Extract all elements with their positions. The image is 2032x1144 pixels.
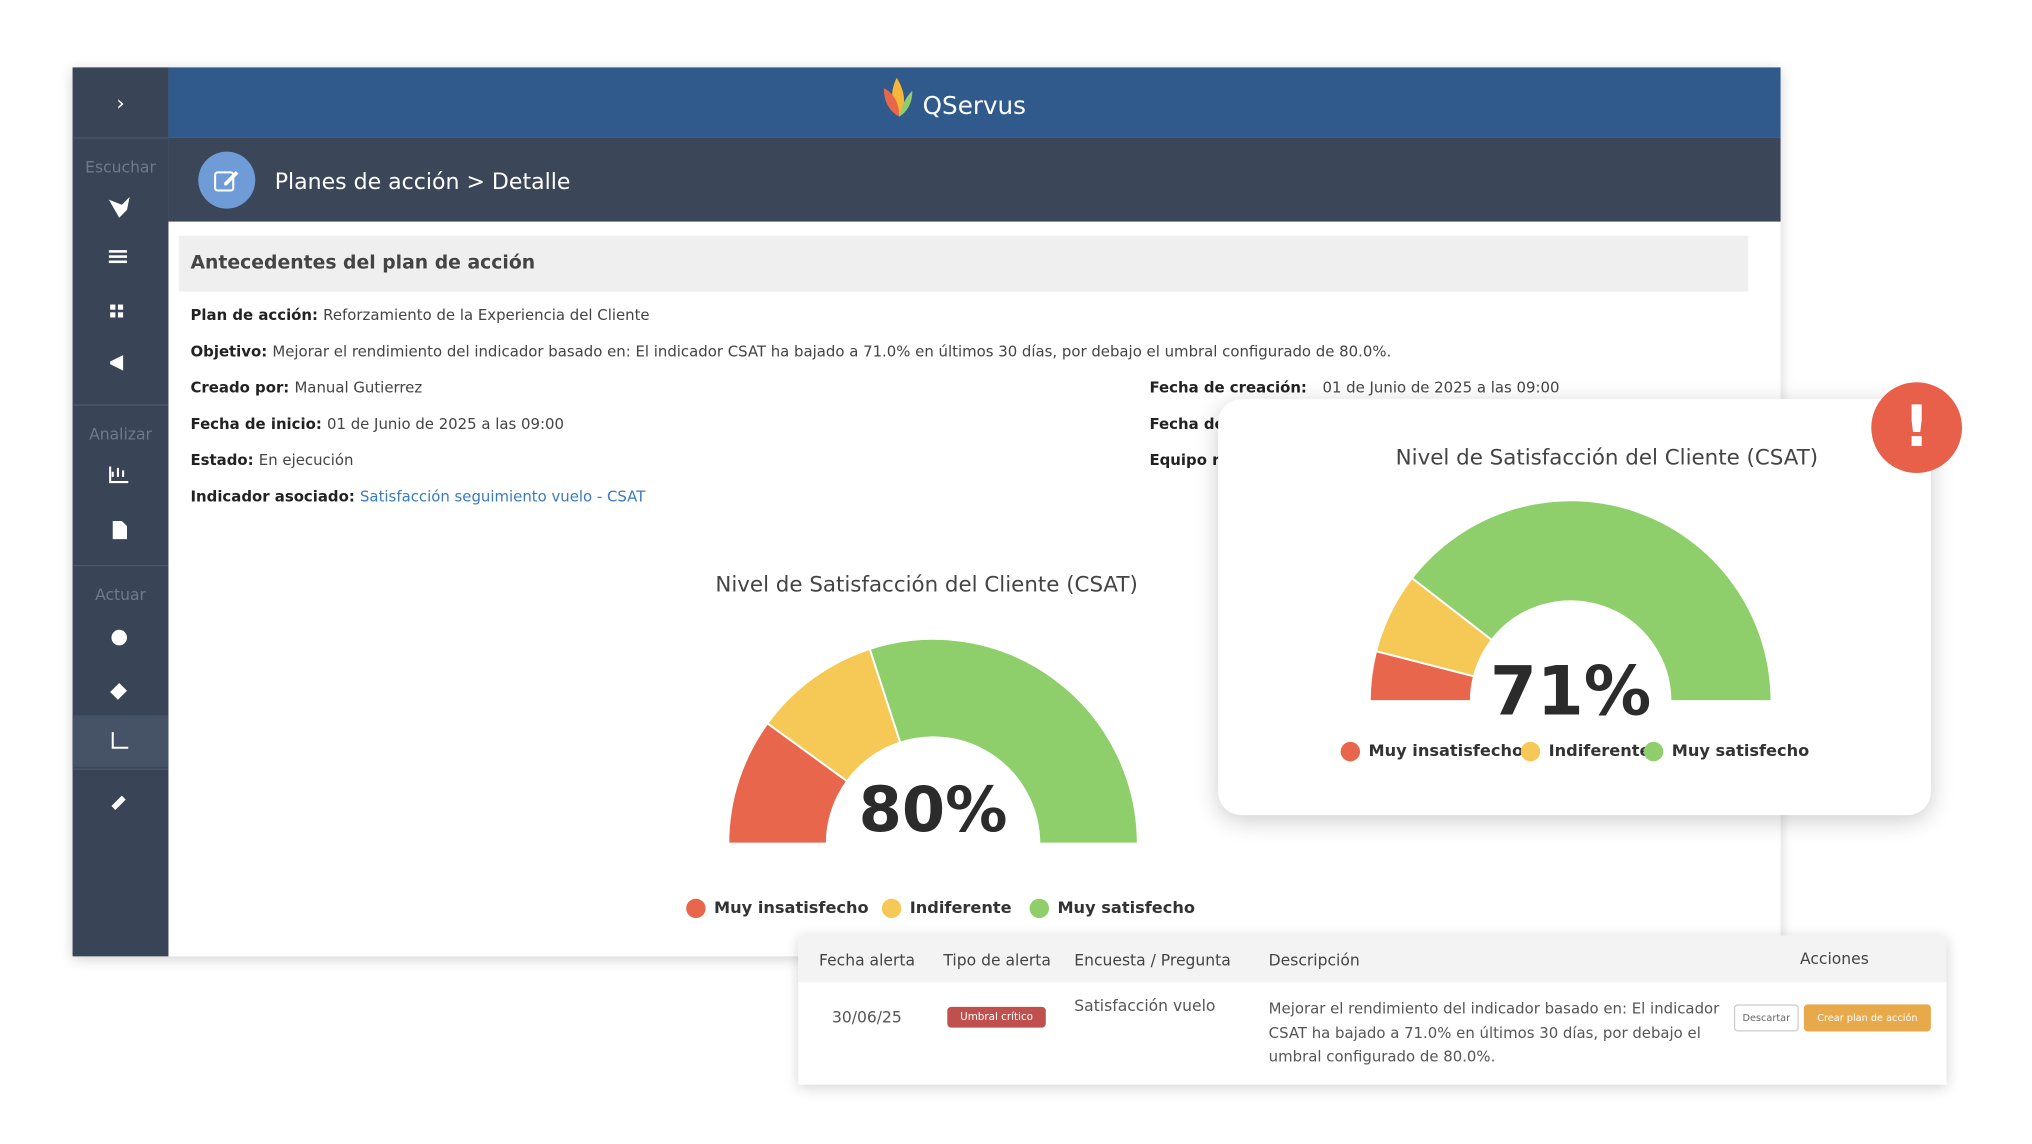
detail-field: Equipo r bbox=[1149, 451, 1235, 469]
field-label: Equipo r bbox=[1149, 450, 1220, 470]
icon[interactable] bbox=[111, 732, 129, 749]
separator bbox=[72, 565, 169, 567]
alert-type-badge: Umbral crítico bbox=[947, 1006, 1046, 1028]
cell: 30/06/25 bbox=[831, 1008, 902, 1027]
icon[interactable] bbox=[110, 682, 127, 700]
legend-dot bbox=[686, 898, 706, 919]
field-label: Estado: bbox=[190, 450, 254, 470]
section-label: Escuchar bbox=[85, 158, 156, 177]
legend-dot bbox=[1029, 898, 1050, 919]
section-title: Antecedentes del plan de acción bbox=[190, 252, 536, 274]
gauge-chart: Nivel de Satisfacción del Cliente (CSAT)… bbox=[1340, 446, 1818, 762]
column-header: Descripción bbox=[1268, 951, 1360, 970]
cell: Satisfacción vuelo bbox=[1074, 996, 1216, 1015]
legend-dot bbox=[1520, 741, 1541, 762]
field-value: 01 de Junio de 2025 a las 09:00 bbox=[326, 414, 564, 433]
section-label: Actuar bbox=[95, 585, 146, 604]
icon[interactable] bbox=[111, 795, 126, 810]
legend-dot bbox=[881, 898, 902, 919]
column-header: Fecha alerta bbox=[819, 951, 915, 970]
table-header bbox=[798, 935, 1947, 983]
detail-field: Fecha de bbox=[1149, 415, 1240, 433]
legend-label: Indiferente bbox=[1549, 741, 1651, 760]
breadcrumb: Planes de acción > Detalle bbox=[274, 169, 571, 196]
chart-title: Nivel de Satisfacción del Cliente (CSAT) bbox=[715, 573, 1137, 598]
legend-dot bbox=[1643, 741, 1664, 762]
icon[interactable] bbox=[108, 196, 130, 218]
field-value: Manual Gutierrez bbox=[294, 378, 423, 397]
create-plan-button[interactable]: Crear plan de acción bbox=[1803, 1004, 1931, 1032]
edit-icon bbox=[214, 171, 239, 192]
icon[interactable] bbox=[112, 520, 127, 540]
sidebar-icons bbox=[108, 196, 130, 810]
detail-field: Plan de acción: Reforzamiento de la Exper… bbox=[190, 306, 649, 324]
column-header: Acciones bbox=[1800, 949, 1869, 969]
cell: Mejorar el rendimiento del indicador bas… bbox=[1268, 999, 1720, 1066]
separator bbox=[72, 404, 169, 406]
legend-label: Indiferente bbox=[910, 898, 1012, 917]
legend-label: Muy insatisfecho bbox=[1368, 741, 1523, 760]
detail-field: Estado: En ejecución bbox=[190, 451, 353, 469]
alert-badge: ! bbox=[1871, 382, 1962, 474]
section-header bbox=[178, 235, 1749, 292]
detail-field: Fecha de inicio: 01 de Junio de 2025 a la… bbox=[190, 415, 563, 433]
section-label: Analizar bbox=[89, 425, 152, 444]
field-label: Fecha de creación: bbox=[1149, 378, 1307, 397]
icon[interactable] bbox=[110, 355, 124, 371]
icon[interactable] bbox=[109, 466, 129, 484]
field-label: Objetivo: bbox=[190, 342, 268, 361]
separator bbox=[72, 768, 169, 770]
separator bbox=[72, 137, 169, 139]
icon[interactable] bbox=[110, 304, 116, 310]
field-value[interactable]: Satisfacción seguimiento vuelo - CSAT bbox=[359, 487, 646, 506]
field-value: Reforzamiento de la Experiencia del Clie… bbox=[323, 305, 650, 324]
detail-field: Objetivo: Mejorar el rendimiento del indi… bbox=[190, 342, 1391, 360]
field-label: Plan de acción: bbox=[190, 305, 319, 324]
field-label: Fecha de bbox=[1149, 414, 1225, 433]
column-header: Tipo de alerta bbox=[943, 951, 1051, 970]
brand: QServus bbox=[922, 92, 1026, 121]
top-bar bbox=[168, 67, 1781, 138]
detail-field: Creado por: Manual Gutierrez bbox=[190, 378, 422, 396]
legend-dot bbox=[1340, 741, 1361, 762]
dismiss-button[interactable]: Descartar bbox=[1733, 1004, 1799, 1032]
gauge-value: 71% bbox=[1490, 651, 1651, 730]
gauge-card: Nivel de Satisfacción del Cliente (CSAT)… bbox=[1218, 399, 1931, 816]
legend-label: Muy satisfecho bbox=[1057, 898, 1195, 917]
gauge-segment bbox=[868, 637, 1139, 845]
field-label: Fecha de inicio: bbox=[190, 414, 322, 433]
field-label: Indicador asociado: bbox=[190, 487, 355, 506]
icon[interactable] bbox=[111, 629, 127, 646]
legend-label: Muy insatisfecho bbox=[714, 898, 869, 917]
column-header: Encuesta / Pregunta bbox=[1074, 951, 1231, 970]
field-value: Mejorar el rendimiento del indicador bas… bbox=[272, 342, 1392, 361]
sub-header bbox=[168, 137, 1781, 222]
gauge-segment bbox=[1410, 499, 1773, 703]
field-label: Creado por: bbox=[190, 378, 290, 397]
detail-field: Fecha de creación: 01 de Junio de 2025 a … bbox=[1149, 378, 1559, 396]
detail-field: Indicador asociado: Satisfacción seguimie… bbox=[190, 487, 645, 505]
icon[interactable] bbox=[108, 250, 127, 253]
field-value: En ejecución bbox=[258, 450, 354, 470]
gauge-value: 80% bbox=[859, 773, 1008, 846]
chart-title: Nivel de Satisfacción del Cliente (CSAT) bbox=[1396, 446, 1818, 471]
sidebar-toggle[interactable]: › bbox=[116, 90, 125, 116]
gauge-chart: Nivel de Satisfacción del Cliente (CSAT)… bbox=[686, 573, 1195, 919]
logo-icon bbox=[883, 77, 913, 117]
field-value: 01 de Junio de 2025 a las 09:00 bbox=[1322, 378, 1560, 397]
active-item bbox=[72, 715, 169, 768]
legend-label: Muy satisfecho bbox=[1672, 741, 1810, 760]
